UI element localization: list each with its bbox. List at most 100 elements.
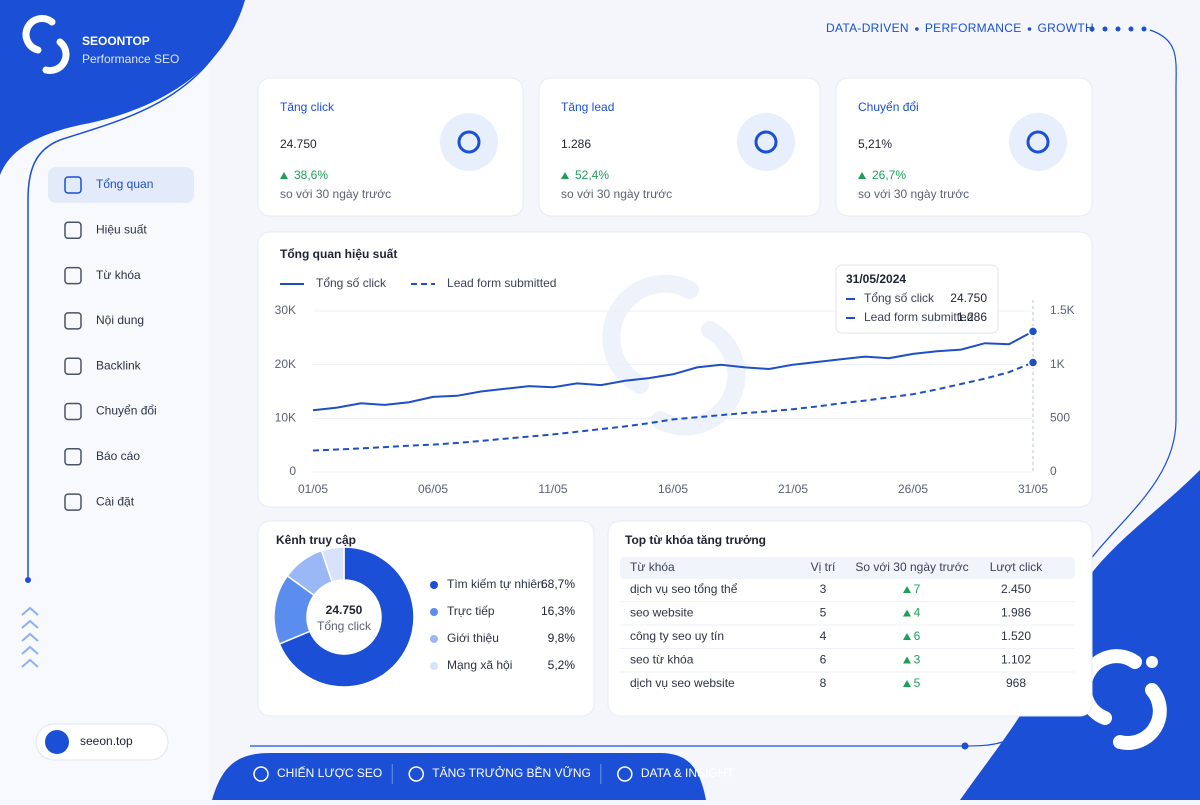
kpi-value: 24.750 xyxy=(280,137,317,151)
table-cell: 1.520 xyxy=(1001,629,1031,643)
table-cell: seo từ khóa xyxy=(630,653,694,667)
nav-item[interactable]: Từ khóa xyxy=(96,268,141,282)
nav-icon xyxy=(64,266,82,285)
legend-value: 16,3% xyxy=(541,604,575,618)
tooltip xyxy=(835,264,999,334)
y2-tick-label: 500 xyxy=(1050,411,1070,425)
tooltip-value: 1.286 xyxy=(957,310,987,324)
table-cell: 1.102 xyxy=(1001,653,1031,667)
nav-item[interactable]: Tổng quan xyxy=(96,177,153,191)
table-cell: 3 xyxy=(820,582,827,596)
table-cell: 4 xyxy=(820,629,827,643)
series-line xyxy=(312,330,1034,412)
tooltip-date: 31/05/2024 xyxy=(846,272,906,286)
nav-item[interactable]: Nội dung xyxy=(96,313,144,327)
table-cell: 5 xyxy=(914,676,921,690)
nav-item[interactable]: Cài đặt xyxy=(96,494,135,508)
x-tick-label: 06/05 xyxy=(418,482,448,496)
kpi-change: 52,4% xyxy=(575,168,609,182)
nav-icon xyxy=(64,448,82,466)
dots xyxy=(1089,26,1147,32)
tooltip-label: Lead form submitted xyxy=(864,310,973,324)
end-point xyxy=(1027,357,1039,368)
legend-dot xyxy=(430,662,438,670)
nav-item[interactable]: Hiệu suất xyxy=(96,222,147,236)
x-tick-label: 26/05 xyxy=(898,482,928,496)
kpi-icon-bg xyxy=(440,113,498,171)
legend-label: Lead form submitted xyxy=(447,276,556,290)
y-tick-label: 20K xyxy=(275,357,296,371)
nav-active[interactable] xyxy=(48,167,194,203)
table-cell: 8 xyxy=(820,676,827,690)
separator xyxy=(1027,27,1032,31)
x-tick-label: 21/05 xyxy=(778,482,808,496)
series-line xyxy=(312,361,1034,452)
nav-item[interactable]: Chuyển đổi xyxy=(96,404,157,418)
chart-title: Tổng quan hiệu suất xyxy=(280,247,397,261)
nav-icon xyxy=(64,402,82,421)
kpi-note: so với 30 ngày trước xyxy=(561,187,672,201)
kpi-change: 38,6% xyxy=(294,168,328,182)
logo xyxy=(22,15,70,74)
chart-title: Kênh truy cập xyxy=(276,533,356,547)
y-tick-label: 10K xyxy=(275,411,296,425)
up-arrow xyxy=(561,172,569,179)
decor-dot xyxy=(25,577,31,583)
donut-center xyxy=(308,581,380,653)
header-tag: GROWTH xyxy=(1038,21,1094,35)
kpi-icon-bg xyxy=(737,113,795,171)
kpi-note: so với 30 ngày trước xyxy=(280,187,391,201)
nav-icon xyxy=(64,493,82,511)
kpi-card xyxy=(835,77,1093,217)
table-cell: 4 xyxy=(914,606,921,620)
table-cell: dịch vụ seo website xyxy=(630,676,735,690)
up-arrow xyxy=(903,656,911,664)
x-tick-label: 31/05 xyxy=(1018,482,1048,496)
up-arrow xyxy=(858,172,866,179)
legend-label: Trực tiếp xyxy=(447,604,495,618)
legend-value: 9,8% xyxy=(548,631,576,645)
up-arrow xyxy=(903,633,911,640)
pie-slice xyxy=(320,546,345,583)
separator xyxy=(915,27,919,31)
chevrons xyxy=(21,606,39,668)
kpi-change: 26,7% xyxy=(872,168,906,182)
table-header: So với 30 ngày trước xyxy=(855,560,968,574)
tooltip-value: 24.750 xyxy=(950,291,987,305)
center-value: 24.750 xyxy=(326,603,363,617)
kpi-icon xyxy=(1026,130,1050,154)
decor-line xyxy=(27,0,241,580)
legend-label: Mạng xã hội xyxy=(447,658,512,672)
kpi-value: 5,21% xyxy=(858,137,892,151)
up-arrow xyxy=(903,586,911,593)
footer-icon xyxy=(408,766,424,782)
site-link[interactable]: seeon.top xyxy=(80,734,133,748)
nav-item[interactable]: Backlink xyxy=(96,358,142,372)
nav-item[interactable]: Báo cáo xyxy=(96,449,140,463)
legend-dot xyxy=(430,635,438,643)
header-tag: DATA-DRIVEN xyxy=(826,21,909,35)
table-cell: 6 xyxy=(914,629,921,643)
x-tick-label: 11/05 xyxy=(538,482,567,496)
legend-label: Giới thiệu xyxy=(447,631,499,645)
end-point xyxy=(1027,326,1039,337)
table-cell: 3 xyxy=(914,653,921,667)
nav-icon xyxy=(64,176,82,194)
center-label: Tổng click xyxy=(317,619,372,633)
table-cell: 6 xyxy=(820,653,827,667)
site-pill[interactable] xyxy=(35,723,169,761)
y2-tick-label: 0 xyxy=(1050,464,1057,478)
table-header: Vị trí xyxy=(811,560,836,574)
up-arrow xyxy=(280,172,288,179)
table-cell: seo website xyxy=(630,606,694,620)
legend-label: Tìm kiếm tự nhiên xyxy=(447,577,544,591)
table-cell: 968 xyxy=(1006,676,1026,690)
table-cell: dịch vụ seo tổng thể xyxy=(630,582,738,596)
table-header-bg xyxy=(620,557,1075,579)
nav-icon xyxy=(64,221,82,240)
nav-icon xyxy=(64,312,82,330)
kpi-label: Tăng click xyxy=(280,100,335,114)
kpi-card xyxy=(257,77,524,217)
footer-item: DATA & INSIGHT xyxy=(641,766,735,780)
